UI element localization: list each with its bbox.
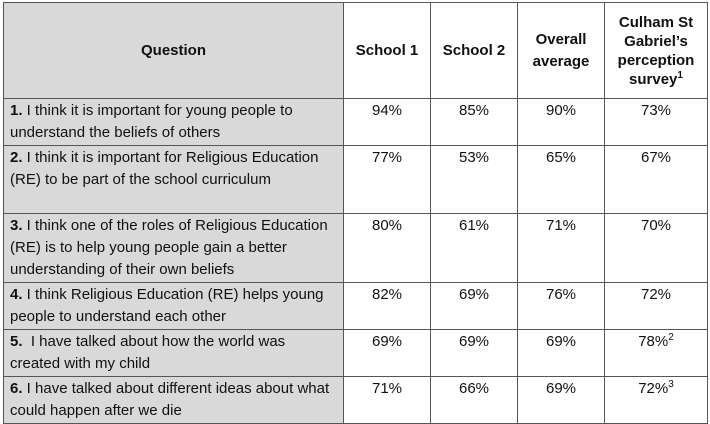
- overall-average-value: 76%: [517, 282, 605, 330]
- question-cell: 2. I think it is important for Religious…: [3, 145, 344, 214]
- question-text: I think one of the roles of Religious Ed…: [10, 217, 328, 278]
- school1-value: 71%: [343, 376, 431, 424]
- question-number: 4.: [10, 286, 23, 303]
- school2-value: 85%: [430, 98, 518, 146]
- table-row: 5. I have talked about how the world was…: [3, 329, 708, 377]
- table-row: 3. I think one of the roles of Religious…: [3, 213, 708, 283]
- overall-average-value: 90%: [517, 98, 605, 146]
- culham-value: 73%: [604, 98, 708, 146]
- question-cell: 4. I think Religious Education (RE) help…: [3, 282, 344, 330]
- question-cell: 6. I have talked about different ideas a…: [3, 376, 344, 424]
- header-row: Question School 1 School 2 Overall avera…: [3, 2, 708, 99]
- culham-header-text: Culham St Gabriel’s perception survey: [617, 13, 695, 88]
- overall-average-header: Overall average: [517, 2, 605, 99]
- culham-value-text: 73%: [640, 102, 672, 119]
- question-text: I think Religious Education (RE) helps y…: [10, 286, 324, 325]
- culham-value: 67%: [604, 145, 708, 214]
- question-number: 3.: [10, 217, 23, 234]
- school1-value: 82%: [343, 282, 431, 330]
- footnote-marker: 3: [668, 379, 674, 390]
- overall-average-value: 71%: [517, 213, 605, 283]
- school2-header: School 2: [430, 2, 518, 99]
- question-cell: 3. I think one of the roles of Religious…: [3, 213, 344, 283]
- survey-table: Question School 1 School 2 Overall avera…: [3, 2, 708, 424]
- culham-value-text: 72%: [638, 380, 669, 397]
- table-row: 4. I think Religious Education (RE) help…: [3, 282, 708, 330]
- school1-value: 77%: [343, 145, 431, 214]
- culham-value: 72%3: [604, 376, 708, 424]
- table-row: 2. I think it is important for Religious…: [3, 145, 708, 214]
- school1-value: 94%: [343, 98, 431, 146]
- culham-survey-header: Culham St Gabriel’s perception survey1: [604, 2, 708, 99]
- school1-value: 69%: [343, 329, 431, 377]
- table-row: 6. I have talked about different ideas a…: [3, 376, 708, 424]
- question-text: I have talked about different ideas abou…: [10, 380, 330, 419]
- question-cell: 1. I think it is important for young peo…: [3, 98, 344, 146]
- school2-value: 66%: [430, 376, 518, 424]
- culham-value: 70%: [604, 213, 708, 283]
- school2-value: 69%: [430, 329, 518, 377]
- school1-header: School 1: [343, 2, 431, 99]
- question-text: I think it is important for young people…: [10, 102, 293, 141]
- overall-average-value: 69%: [517, 376, 605, 424]
- culham-value-text: 72%: [640, 286, 672, 303]
- culham-value-text: 78%: [638, 333, 669, 350]
- culham-value: 72%: [604, 282, 708, 330]
- question-text: I have talked about how the world was cr…: [10, 333, 290, 372]
- culham-value-text: 70%: [640, 217, 672, 234]
- footnote-marker: 2: [668, 332, 674, 343]
- school2-value: 69%: [430, 282, 518, 330]
- school2-value: 61%: [430, 213, 518, 283]
- overall-average-value: 65%: [517, 145, 605, 214]
- question-number: 5.: [10, 333, 23, 350]
- question-text: I think it is important for Religious Ed…: [10, 149, 319, 188]
- question-header: Question: [3, 2, 344, 99]
- footnote-marker: 1: [677, 69, 683, 81]
- school1-value: 80%: [343, 213, 431, 283]
- school2-value: 53%: [430, 145, 518, 214]
- culham-value-text: 67%: [640, 149, 672, 166]
- question-number: 6.: [10, 380, 23, 397]
- question-number: 1.: [10, 102, 23, 119]
- question-cell: 5. I have talked about how the world was…: [3, 329, 344, 377]
- culham-value: 78%2: [604, 329, 708, 377]
- question-number: 2.: [10, 149, 23, 166]
- overall-average-value: 69%: [517, 329, 605, 377]
- table-row: 1. I think it is important for young peo…: [3, 98, 708, 146]
